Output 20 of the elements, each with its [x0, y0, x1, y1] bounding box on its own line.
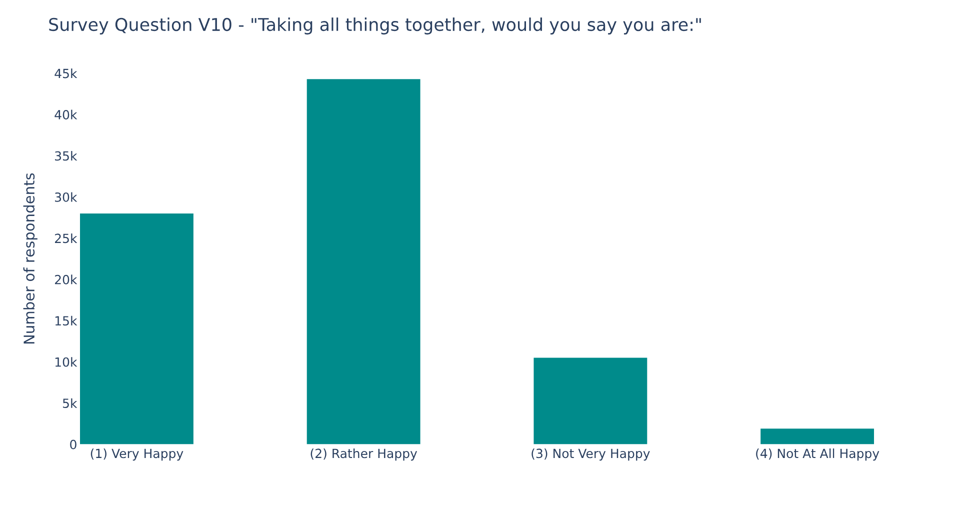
- y-tick-label: 15k: [55, 316, 78, 326]
- y-tick-label: 20k: [54, 274, 78, 284]
- x-tick-label: (3) Not Very Happy: [532, 448, 650, 461]
- y-axis-title: Number of respondents: [23, 173, 38, 344]
- bar: [80, 213, 194, 444]
- bar: [760, 428, 874, 444]
- y-tick-label: 25k: [54, 233, 78, 244]
- y-tick-label: 35k: [55, 150, 78, 161]
- x-tick-label: (4) Not At All Happy: [756, 448, 880, 461]
- bar: [306, 79, 420, 444]
- chart-title: Survey Question V10 - "Taking all things together, would you say you are:": [49, 18, 701, 34]
- y-tick-label: 10k: [55, 357, 78, 367]
- bar: [534, 358, 648, 444]
- x-tick-label: (2) Rather Happy: [310, 448, 418, 461]
- y-tick-label: 30k: [55, 192, 78, 202]
- y-tick-label: 0: [70, 440, 76, 450]
- y-tick-label: 45k: [54, 68, 78, 78]
- y-tick-label: 40k: [54, 110, 78, 120]
- x-tick-label: (1) Very Happy: [90, 448, 184, 461]
- y-tick-label: 5k: [62, 398, 78, 408]
